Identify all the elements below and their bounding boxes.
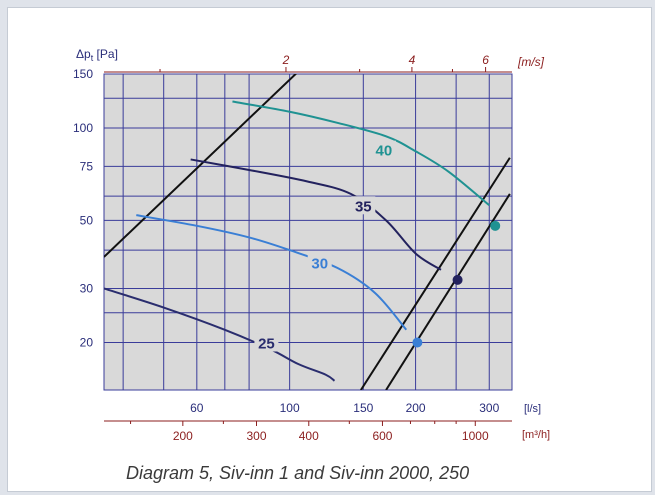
noise-label-bg — [371, 140, 396, 159]
noise-label-25: 25 — [258, 335, 275, 352]
noise-label-35: 35 — [355, 198, 372, 215]
x-tick-label: 60 — [190, 401, 204, 415]
y-axis-label: Δpt [Pa] — [76, 47, 118, 63]
operating-point — [412, 337, 423, 348]
y-tick-label: 50 — [80, 213, 94, 227]
chart-marks: 25 30 35 40 — [104, 74, 511, 390]
top-axis-unit: [m/s] — [517, 55, 545, 69]
diagram-card: 25 30 35 40 20 30 50 75 100 150 Δpt [Pa] 2 4 6 [m/s] 6… — [7, 7, 652, 492]
operating-point — [490, 220, 501, 231]
x-tick-label: 200 — [406, 401, 426, 415]
plot-area — [103, 73, 513, 391]
diagram-caption: Diagram 5, Siv-inn 1 and Siv-inn 2000, 2… — [126, 463, 470, 483]
y-tick-label: 20 — [80, 335, 94, 349]
chart-axes: 20 30 50 75 100 150 Δpt [Pa] 2 4 6 [m/s] 60 100 150 20… — [73, 47, 550, 443]
x-tick-label: 100 — [280, 401, 300, 415]
y-tick-label: 30 — [80, 281, 94, 295]
noise-label-40: 40 — [376, 143, 393, 160]
x-axis-unit: [l/s] — [524, 403, 541, 415]
operating-point — [452, 274, 463, 285]
plot-border — [103, 73, 513, 391]
top-tick-label: 6 — [482, 53, 489, 67]
noise-curve-35 — [190, 158, 442, 271]
x2-tick-label: 200 — [173, 429, 193, 443]
y-tick-label: 75 — [80, 159, 94, 173]
noise-label-bg — [307, 253, 332, 272]
noise-label-30: 30 — [311, 255, 328, 272]
x2-tick-label: 400 — [299, 429, 319, 443]
noise-curve-30 — [136, 214, 408, 331]
noise-label-bg — [254, 333, 279, 352]
noise-curve-40 — [232, 100, 490, 207]
x2-tick-label: 1000 — [462, 429, 489, 443]
system-line — [360, 157, 511, 390]
x2-axis-unit: [m³/h] — [522, 429, 550, 441]
pressure-flow-chart: 25 30 35 40 20 30 50 75 100 150 Δpt [Pa] 2 4 6 [m/s] 6… — [73, 47, 550, 443]
plot-background — [104, 74, 512, 390]
system-line — [104, 74, 298, 258]
top-tick-label: 2 — [282, 53, 290, 67]
x2-tick-label: 300 — [246, 429, 266, 443]
x-tick-label: 150 — [353, 401, 373, 415]
y-tick-label: 100 — [73, 121, 93, 135]
noise-label-bg — [351, 196, 376, 215]
clipped-marks — [104, 74, 511, 390]
x-tick-label: 300 — [479, 401, 499, 415]
system-line — [385, 193, 511, 390]
x2-tick-label: 600 — [372, 429, 392, 443]
y-tick-label: 150 — [73, 67, 93, 81]
top-tick-label: 4 — [409, 53, 416, 67]
